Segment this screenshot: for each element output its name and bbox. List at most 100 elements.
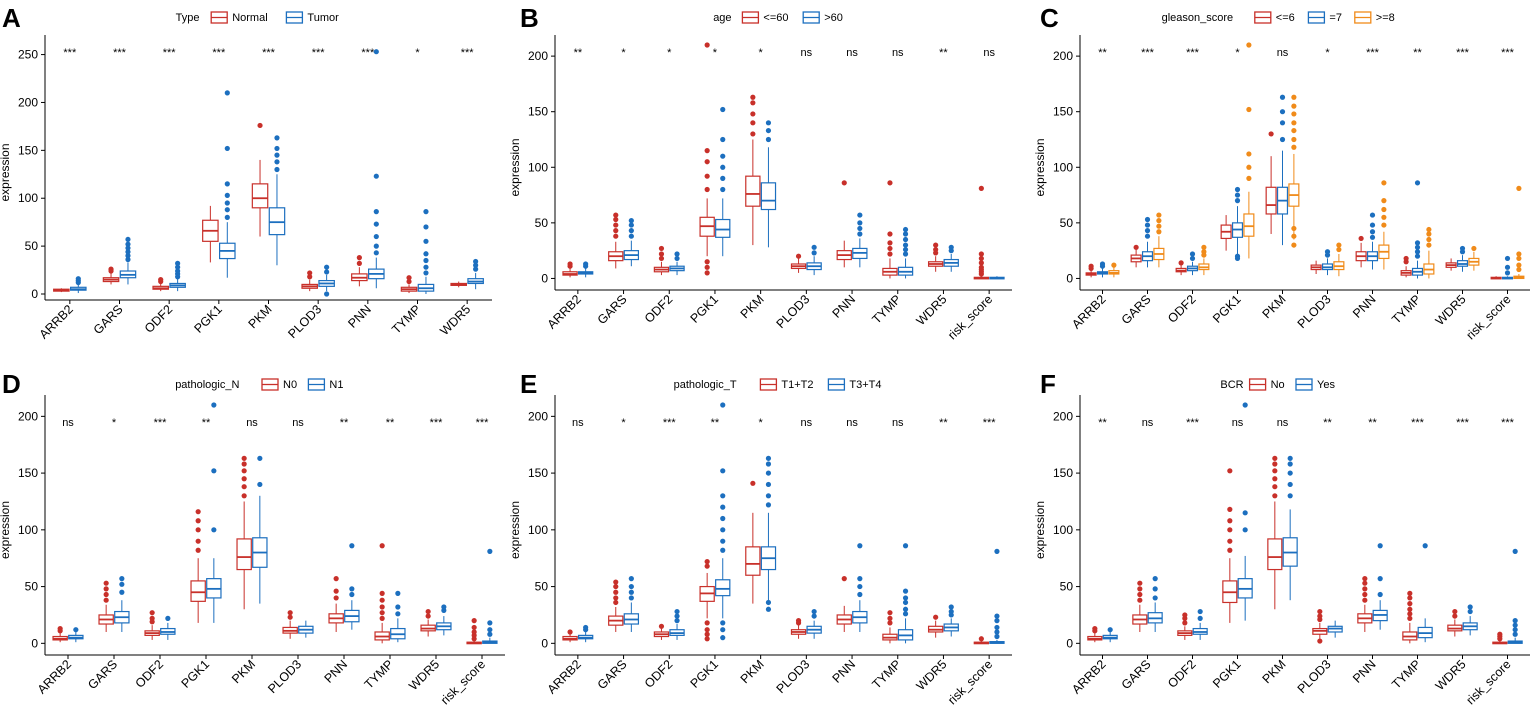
outlier-point <box>211 402 217 408</box>
outlier-point <box>1414 180 1421 186</box>
outlier-point <box>1381 180 1387 186</box>
boxplot <box>943 244 959 272</box>
outlier-point <box>902 595 909 601</box>
outlier-point <box>395 611 401 617</box>
y-tick-label: 50 <box>535 580 549 594</box>
legend-entry: T3+T4 <box>849 379 881 391</box>
outlier-point <box>765 481 772 488</box>
boxplot <box>1400 255 1412 278</box>
outlier-point <box>75 276 81 282</box>
x-tick-label: WDR5 <box>437 302 473 338</box>
boxplot <box>1237 402 1253 621</box>
outlier-point <box>1234 186 1241 193</box>
outlier-point <box>1246 164 1252 170</box>
outlier-point <box>1377 576 1383 582</box>
boxplot <box>1282 455 1298 601</box>
boxplot <box>328 576 344 632</box>
outlier-point <box>224 214 230 220</box>
y-axis-label: expression <box>0 143 12 201</box>
significance-label: *** <box>113 47 127 59</box>
boxplot <box>1288 94 1300 248</box>
outlier-point <box>720 627 726 633</box>
boxplot <box>806 608 822 639</box>
significance-label: *** <box>1141 47 1155 59</box>
significance-label: * <box>112 417 117 429</box>
outlier-point <box>750 111 756 117</box>
outlier-point <box>887 180 893 186</box>
outlier-point <box>356 255 362 261</box>
outlier-point <box>373 209 379 215</box>
outlier-point <box>704 148 710 154</box>
outlier-point <box>704 631 710 637</box>
outlier-point <box>1369 212 1376 218</box>
outlier-point <box>720 635 726 641</box>
outlier-point <box>1246 42 1252 48</box>
boxplot <box>1222 468 1238 623</box>
outlier-point <box>978 636 984 642</box>
boxplot <box>251 122 269 237</box>
significance-label: ** <box>1098 47 1107 59</box>
outlier-point <box>224 200 230 206</box>
outlier-point <box>119 576 125 582</box>
legend-entry: >=8 <box>1376 12 1395 24</box>
outlier-point <box>933 614 939 620</box>
boxplot <box>562 261 578 278</box>
outlier-point <box>1092 625 1098 632</box>
significance-label: ** <box>340 417 349 429</box>
boxplot <box>190 509 206 623</box>
legend-entry: =7 <box>1329 12 1342 24</box>
outlier-point <box>902 246 909 253</box>
x-tick-label: ARRB2 <box>545 657 584 696</box>
boxplot <box>52 625 68 643</box>
boxplot <box>653 245 670 276</box>
outlier-point <box>195 509 201 515</box>
outlier-point <box>1088 263 1094 269</box>
outlier-point <box>1426 236 1432 243</box>
outlier-point <box>1291 225 1297 232</box>
outlier-point <box>241 468 247 474</box>
outlier-point <box>1291 242 1297 248</box>
boxplot <box>1357 576 1373 632</box>
outlier-point <box>1242 527 1248 533</box>
outlier-point <box>1369 234 1376 240</box>
boxplot <box>301 270 318 292</box>
legend: gleason_score <=6 =7 >=8 <box>1162 11 1395 24</box>
outlier-point <box>857 212 863 218</box>
outlier-point <box>1246 151 1252 157</box>
significance-label: *** <box>663 417 677 429</box>
boxplot <box>1175 260 1187 276</box>
outlier-point <box>333 595 339 601</box>
outlier-point <box>994 613 1000 619</box>
outlier-point <box>487 548 493 555</box>
outlier-point <box>887 251 893 257</box>
boxplot <box>1198 244 1210 276</box>
significance-label: ** <box>1368 417 1377 429</box>
significance-label: ** <box>574 47 583 59</box>
outlier-point <box>887 610 893 616</box>
x-tick-label: PKM <box>246 302 275 331</box>
outlier-point <box>1227 468 1233 474</box>
boxplot <box>1355 235 1367 268</box>
y-tick-label: 200 <box>18 95 38 109</box>
y-tick-label: 50 <box>1060 216 1074 230</box>
panel-label: F <box>1040 369 1056 399</box>
outlier-point <box>704 264 710 270</box>
outlier-point <box>149 615 155 621</box>
box <box>1265 186 1277 215</box>
boxplot <box>669 608 685 640</box>
boxplot <box>1366 212 1379 270</box>
outlier-point <box>1287 461 1293 467</box>
outlier-point <box>978 260 984 266</box>
boxplot <box>368 49 385 289</box>
panel-label: D <box>2 369 21 399</box>
outlier-point <box>1362 586 1368 592</box>
significance-label: ns <box>572 417 584 429</box>
outlier-point <box>324 264 330 270</box>
outlier-point <box>1144 228 1151 234</box>
x-tick-label: PKM <box>1260 292 1289 321</box>
outlier-point <box>720 164 726 170</box>
outlier-point <box>887 620 893 626</box>
outlier-point <box>1279 136 1286 143</box>
boxplot <box>1130 244 1142 268</box>
outlier-point <box>948 244 954 250</box>
